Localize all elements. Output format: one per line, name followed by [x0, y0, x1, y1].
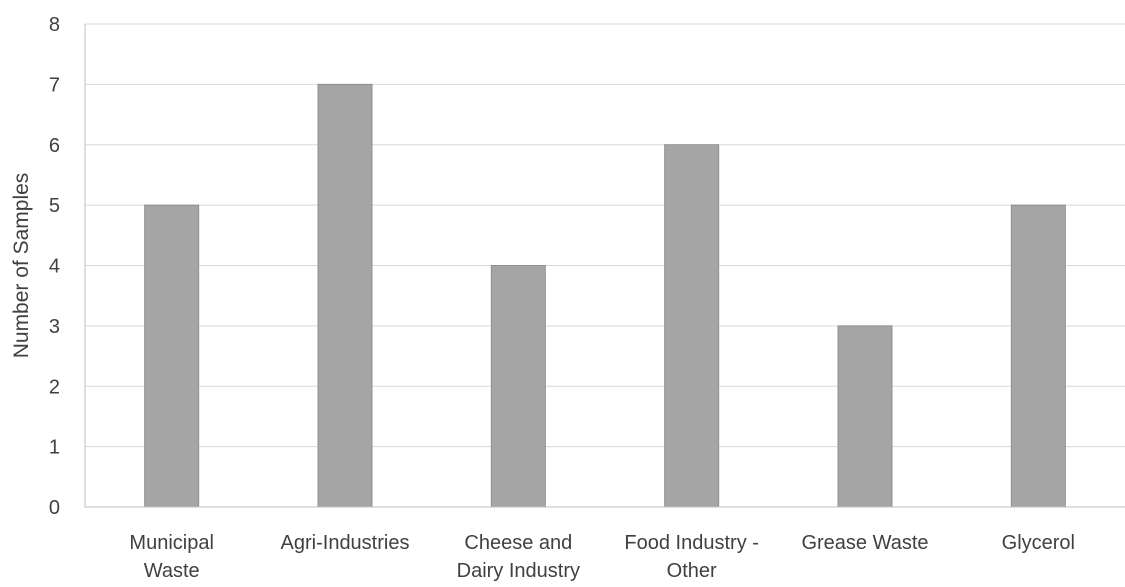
y-tick-label: 0: [49, 497, 60, 519]
bar: [317, 83, 373, 508]
y-tick-labels: 0 1 2 3 4 5 6 7 8: [49, 14, 60, 519]
bar: [664, 144, 720, 508]
axes: [84, 24, 1125, 508]
bars: [144, 83, 1066, 508]
bar: [1010, 204, 1066, 508]
y-tick-label: 3: [49, 316, 60, 338]
x-tick-label: Grease Waste: [801, 532, 928, 554]
bar: [144, 204, 200, 508]
x-tick-label: Food Industry -Other: [624, 532, 759, 582]
y-tick-label: 8: [49, 14, 60, 36]
x-tick-label: Cheese and Dairy Industry: [457, 532, 580, 582]
x-tick-label: Glycerol: [1002, 532, 1075, 554]
gridlines: [85, 23, 1125, 448]
y-tick-label: 6: [49, 135, 60, 157]
y-tick-label: 4: [49, 256, 60, 278]
y-tick-label: 1: [49, 437, 60, 459]
x-tick-label: Municipal Waste: [129, 532, 213, 582]
x-tick-labels: Municipal Waste Agri-Industries Cheese and D…: [129, 532, 1075, 582]
y-tick-label: 7: [49, 74, 60, 96]
x-tick-label: Agri-Industries: [281, 532, 410, 554]
y-tick-label: 2: [49, 376, 60, 398]
y-tick-label: 5: [49, 195, 60, 217]
y-axis-title: Number of Samples: [10, 173, 33, 359]
bar: [490, 265, 546, 508]
bar: [837, 325, 893, 508]
